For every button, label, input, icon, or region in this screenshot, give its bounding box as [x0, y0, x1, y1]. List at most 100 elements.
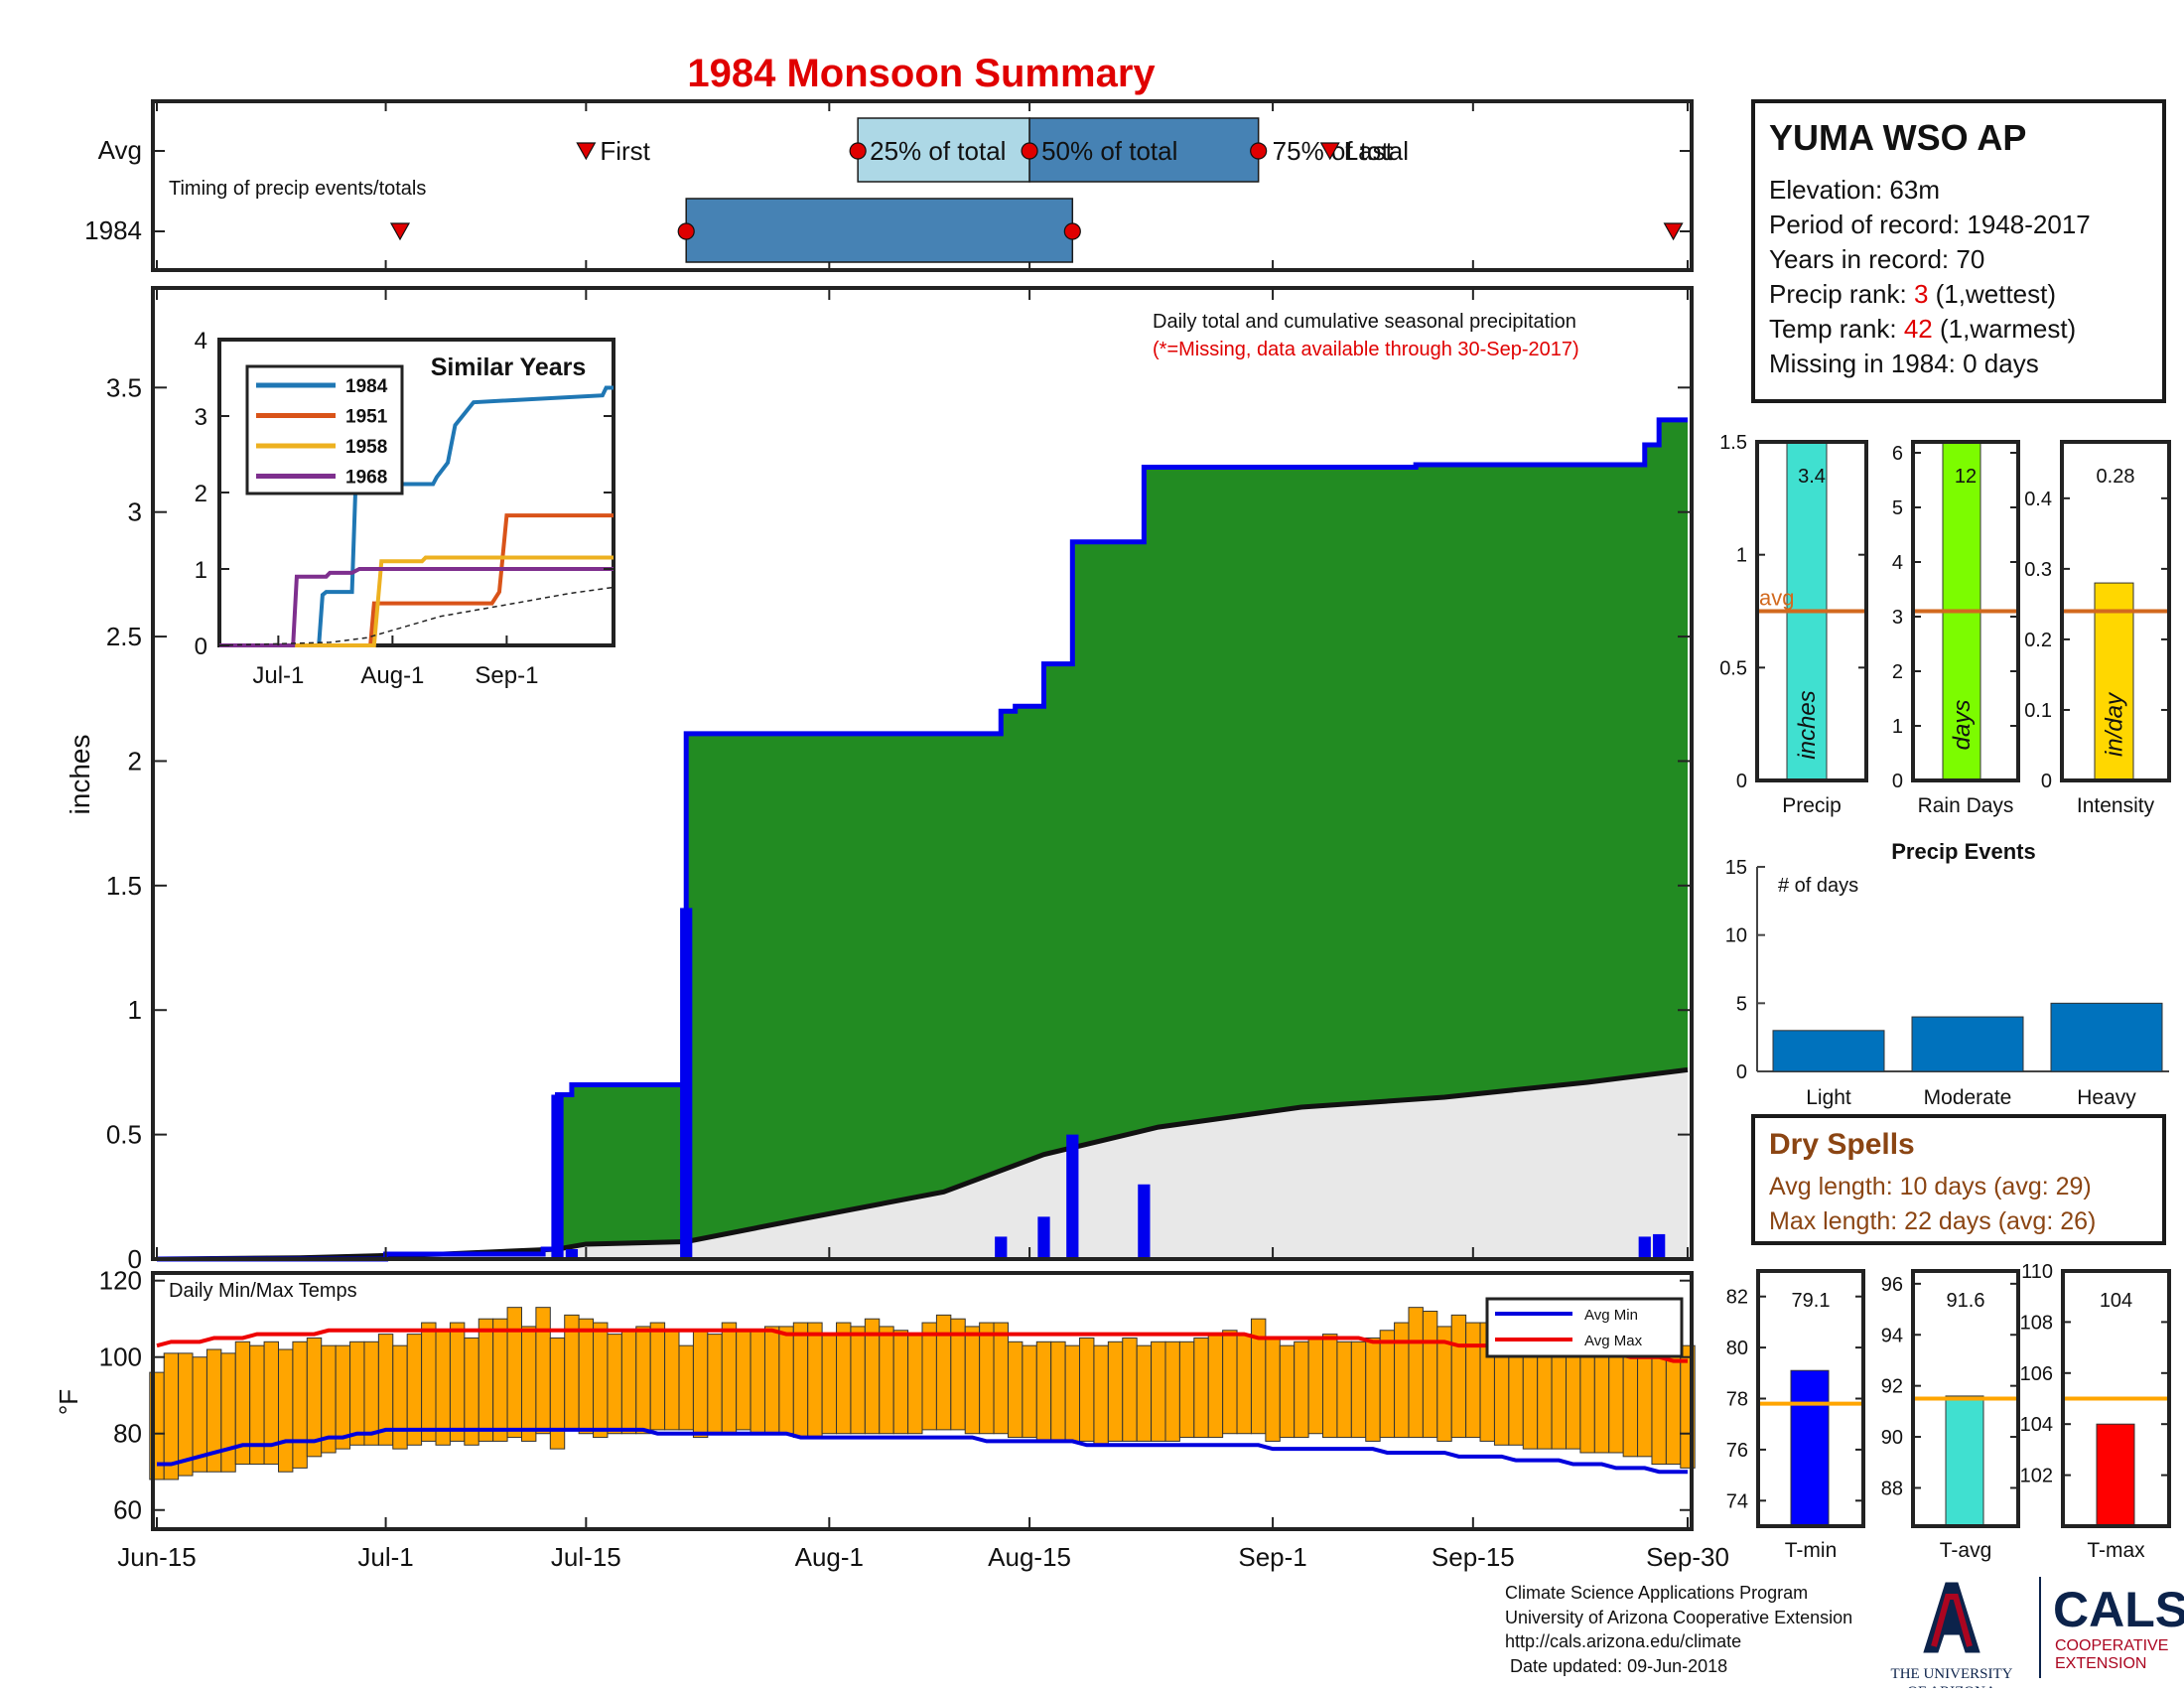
daily-temp-bar: [707, 1334, 723, 1435]
precip-rank-label: Precip rank:: [1769, 279, 1914, 309]
temp-rank-note: (1,warmest): [1932, 314, 2077, 344]
daily-temp-bar: [535, 1307, 551, 1435]
xtick-label: Aug-15: [988, 1542, 1071, 1572]
year-p75-marker: [1063, 222, 1081, 240]
daily-temp-bar: [492, 1318, 508, 1442]
mini-temp-ytick-label: 104: [2020, 1414, 2053, 1436]
temp-ytick-label: 100: [99, 1342, 142, 1372]
mini-temp-ytick-label: 108: [2020, 1312, 2053, 1334]
daily-temp-bar: [363, 1340, 379, 1446]
daily-temp-bar: [578, 1318, 595, 1435]
mini-precip-ytick-label: 2: [1892, 661, 1903, 683]
daily-temp-bar: [1222, 1330, 1238, 1435]
daily-precip-bar: [1653, 1233, 1666, 1259]
daily-temp-bar: [520, 1326, 537, 1442]
cals-logo: CALS: [2053, 1582, 2184, 1637]
similar-years-inset: 0 1 2 3 4 Jul-1 Aug-1 Sep-1 Similar Years 1984 195…: [195, 328, 615, 689]
ua-name-line2: OF ARIZONA: [1907, 1684, 1996, 1688]
temp-title: Daily Min/Max Temps: [169, 1280, 357, 1302]
daily-temp-bar: [892, 1330, 909, 1435]
footer-line-4: Date updated: 09-Jun-2018: [1505, 1655, 1728, 1676]
temp-ytick-label: 120: [99, 1266, 142, 1296]
daily-temp-bar: [163, 1352, 180, 1481]
station-info-box: YUMA WSO AP Elevation: 63m Period of rec…: [1751, 99, 2166, 403]
mini-temp-frame: [1911, 1269, 2020, 1528]
precip-rank-note: (1,wettest): [1928, 279, 2057, 309]
mini-temp-value-label: 104: [2100, 1290, 2132, 1312]
daily-temp-bar: [1422, 1311, 1438, 1439]
mini-precip-xlabel: Intensity: [2077, 794, 2155, 817]
mini-precip-ytick-label: 4: [1892, 552, 1903, 574]
daily-temp-bar: [736, 1330, 751, 1431]
mini-temp-ytick-label: 76: [1726, 1440, 1748, 1462]
mini-temp-ytick-label: 90: [1881, 1427, 1903, 1449]
mini-precip-ytick-label: 0.3: [2024, 559, 2052, 581]
daily-temp-bar: [349, 1340, 365, 1446]
inset-avg-line: [218, 586, 614, 646]
mini-temp-value-label: 91.6: [1947, 1290, 1985, 1312]
daily-precip-bar: [565, 1248, 579, 1259]
footer-line-3: http://cals.arizona.edu/climate: [1505, 1631, 1742, 1651]
temp-ylabel: °F: [54, 1389, 83, 1415]
daily-temp-bar: [1079, 1337, 1095, 1442]
station-missing: Missing in 1984: 0 days: [1769, 349, 2039, 378]
precip-ylabel: inches: [65, 735, 95, 815]
ua-a-logo-inner: [1931, 1594, 1973, 1647]
precip-ytick-label: 0: [128, 1244, 142, 1274]
avg-min-line: [157, 1427, 1688, 1475]
mini-precip-ytick-label: 0: [1892, 771, 1903, 792]
mini-temp-tmax: 102 104 106 108 110 104 T-max: [2020, 1261, 2171, 1562]
dry-spells-box: Dry Spells Avg length: 10 days (avg: 29)…: [1751, 1114, 2166, 1245]
cumulative-avg-fill: [157, 1069, 1688, 1259]
daily-temp-bar: [763, 1326, 780, 1435]
events-xtick-label: Heavy: [2077, 1086, 2136, 1109]
daily-temp-bar: [1450, 1314, 1467, 1439]
cumulative-1984-fill: [157, 419, 1688, 1259]
xtick-label: Jul-15: [551, 1542, 621, 1572]
mini-precip-ytick-label: 0.5: [1719, 657, 1747, 679]
mini-temp-bar: [1945, 1395, 1984, 1527]
daily-temp-bar: [807, 1322, 823, 1439]
mini-precip-ytick-label: 0: [2041, 771, 2052, 792]
daily-precip-bar: [551, 1094, 564, 1259]
inset-ytick-label: 4: [195, 328, 207, 354]
mini-temp-tavg: 88 90 92 94 96 91.6 T-avg: [1881, 1269, 2020, 1562]
inset-series-1984: [219, 385, 614, 647]
footer-line-1: Climate Science Applications Program: [1505, 1583, 1809, 1603]
mini-temp-ytick-label: 96: [1881, 1274, 1903, 1296]
precip-ytick-label: 3: [128, 497, 142, 527]
timing-panel: Avg 1984 Timing of precip events/totals Fir…: [84, 99, 1694, 272]
precip-ytick-label: 0.5: [106, 1120, 142, 1150]
daily-temp-bar: [993, 1322, 1009, 1435]
daily-temp-bar: [1178, 1340, 1195, 1439]
avg-iqr-low-box: [857, 117, 1030, 183]
avg-p25-marker: [849, 142, 867, 160]
daily-temp-bar: [836, 1322, 852, 1435]
mini-temp-ytick-label: 94: [1881, 1325, 1903, 1346]
mini-temp-ytick-label: 102: [2020, 1466, 2053, 1487]
year-last-marker: [1663, 222, 1684, 241]
events-ytick-label: 5: [1736, 993, 1747, 1015]
daily-temp-bar: [1164, 1340, 1180, 1442]
mini-temp-bar: [1790, 1369, 1830, 1527]
mini-temp-xlabel: T-min: [1785, 1539, 1838, 1562]
daily-temp-bar: [1307, 1337, 1324, 1435]
mini-temp-ytick-label: 88: [1881, 1478, 1903, 1499]
events-ytick-label: 15: [1725, 857, 1747, 879]
xtick-label: Sep-30: [1646, 1542, 1729, 1572]
daily-temp-bar: [964, 1326, 981, 1435]
mini-precip-ytick-label: 0: [1736, 771, 1747, 792]
daily-temp-bar: [421, 1322, 437, 1442]
mini-temp-bar: [2096, 1423, 2135, 1527]
inset-series-1958: [219, 555, 614, 647]
footer-credits: Climate Science Applications Program Uni…: [1505, 1581, 1852, 1678]
xtick-label: Sep-1: [1238, 1542, 1306, 1572]
precip-rank-value: 3: [1913, 279, 1929, 309]
mini-precip-frame: [2060, 440, 2171, 782]
daily-temp-bar: [1122, 1337, 1138, 1442]
legend-label-min: Avg Min: [1584, 1307, 1638, 1324]
footer-line-2: University of Arizona Cooperative Extens…: [1505, 1607, 1853, 1627]
mini-precip-ytick-label: 5: [1892, 497, 1903, 519]
daily-temp-bar: [907, 1334, 923, 1435]
